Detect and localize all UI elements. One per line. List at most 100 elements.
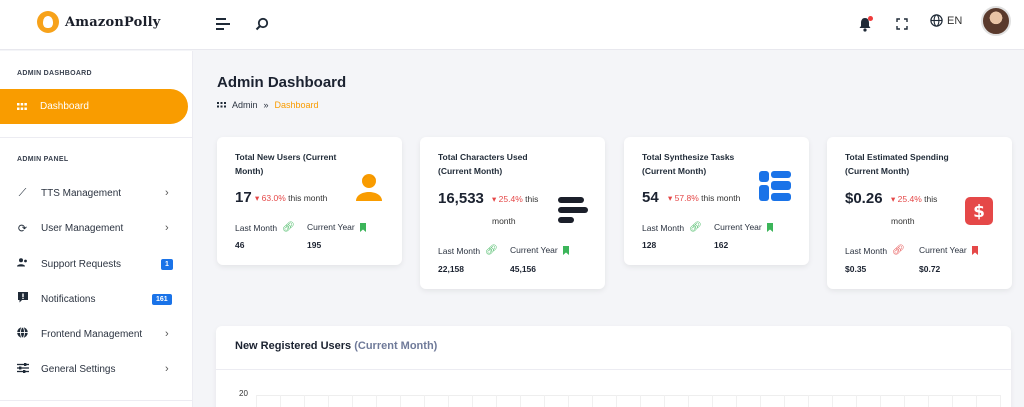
breadcrumb-admin[interactable]: Admin [232, 100, 258, 110]
fullscreen-icon[interactable] [891, 13, 913, 35]
bookmark-icon [766, 222, 773, 232]
stat-card-characters-used: Total Characters Used (Current Month) 16… [420, 137, 605, 289]
grid-icon [17, 102, 27, 110]
last-month-value: 46 [235, 240, 245, 250]
grid-icon [217, 102, 226, 108]
card-delta: ▾ 63.0% this month [255, 187, 327, 209]
bookmark-icon [359, 222, 366, 232]
current-year-value: $0.72 [919, 264, 941, 274]
link-icon: 🔗︎ [485, 245, 498, 256]
chart-gridline [712, 395, 713, 407]
chart-gridline [880, 395, 881, 407]
card-title: Total Characters Used (Current Month) [438, 152, 528, 176]
notifications-count-badge: 161 [152, 293, 172, 305]
current-year-value: 195 [307, 240, 322, 250]
delta-percent: 63.0% [261, 193, 286, 203]
menu-toggle-icon[interactable] [212, 13, 234, 35]
last-month-value: 22,158 [438, 264, 464, 274]
language-selector[interactable]: EN [930, 14, 962, 27]
chart-gridline [784, 395, 785, 407]
delta-percent: 25.4% [498, 194, 523, 204]
card-delta: ▾ 57.8% this month [668, 187, 740, 209]
link-icon: 🔗︎ [892, 245, 905, 256]
card-delta: ▾ 25.4% this month [891, 188, 963, 232]
search-icon[interactable] [251, 13, 273, 35]
current-year-value: 162 [714, 240, 729, 250]
dashboard-tiles-icon [759, 171, 791, 206]
svg-text:$: $ [973, 202, 985, 222]
brand-name: AmazonPolly [65, 14, 161, 30]
notification-bell-icon[interactable] [854, 13, 876, 35]
chart-gridline [376, 395, 377, 407]
new-registered-users-panel: New Registered Users (Current Month) 20 [216, 326, 1011, 407]
chart-gridline [616, 395, 617, 407]
sidebar-item-label: Frontend Management [41, 328, 143, 340]
sidebar-item-tts-management[interactable]: ⟋ TTS Management › [0, 178, 193, 208]
sidebar: ADMIN DASHBOARD Dashboard ADMIN PANEL ⟋ … [0, 51, 193, 407]
sidebar-divider [0, 400, 193, 401]
chevron-right-icon: › [165, 363, 169, 375]
sidebar-section-admin-dashboard: ADMIN DASHBOARD [17, 70, 92, 77]
user-avatar[interactable] [981, 6, 1011, 36]
unread-dot [868, 16, 873, 21]
sidebar-item-dashboard[interactable]: Dashboard [0, 89, 188, 124]
chart-gridline [904, 395, 905, 407]
current-year-label: Current Year [307, 222, 366, 232]
language-label: EN [947, 14, 963, 27]
chart-divider [216, 369, 1011, 370]
last-month-value: 128 [642, 240, 657, 250]
card-value: 17 [235, 189, 252, 206]
card-value: 54 [642, 189, 659, 206]
chart-title: New Registered Users (Current Month) [235, 340, 438, 352]
chart-gridline [1000, 395, 1001, 407]
support-users-icon [17, 258, 28, 270]
delta-down-icon: ▾ [891, 194, 896, 204]
sidebar-item-label: User Management [41, 222, 124, 234]
dollar-icon: $ [965, 197, 993, 230]
chart-gridline [976, 395, 977, 407]
card-delta: ▾ 25.4% this month [492, 188, 558, 232]
card-title: Total Synthesize Tasks (Current Month) [642, 152, 735, 176]
breadcrumb: Admin » Dashboard [217, 100, 319, 110]
sidebar-item-label: Support Requests [41, 258, 122, 270]
page-title: Admin Dashboard [217, 74, 347, 91]
chart-gridline [424, 395, 425, 407]
chart-gridline [496, 395, 497, 407]
delta-percent: 25.4% [897, 194, 922, 204]
chart-gridline [400, 395, 401, 407]
chart-gridline [736, 395, 737, 407]
chart-gridline [856, 395, 857, 407]
brand-logo[interactable]: AmazonPolly [37, 11, 161, 33]
sidebar-item-support-requests[interactable]: Support Requests 1 [0, 249, 193, 279]
y-axis-tick: 20 [239, 389, 248, 398]
card-title: Total Estimated Spending (Current Month) [845, 152, 949, 176]
chart-gridline [664, 395, 665, 407]
chart-gridline [256, 395, 257, 407]
chart-gridline [520, 395, 521, 407]
chart-gridline [448, 395, 449, 407]
breadcrumb-separator-icon: » [263, 100, 269, 110]
sidebar-item-label: Notifications [41, 293, 96, 305]
chart-gridline [328, 395, 329, 407]
current-year-label: Current Year [714, 222, 773, 232]
text-lines-icon [558, 195, 588, 230]
chart-gridline [832, 395, 833, 407]
chart-gridline [928, 395, 929, 407]
chevron-right-icon: › [165, 222, 169, 234]
chart-gridline [544, 395, 545, 407]
chart-gridline [352, 395, 353, 407]
sidebar-item-user-management[interactable]: ⟳ User Management › [0, 213, 193, 243]
sidebar-item-notifications[interactable]: Notifications 161 [0, 284, 193, 314]
card-value: 16,533 [438, 190, 484, 207]
parrot-logo-icon [37, 11, 59, 33]
support-count-badge: 1 [161, 258, 173, 270]
last-month-value: $0.35 [845, 264, 867, 274]
stat-card-synthesize-tasks: Total Synthesize Tasks (Current Month) 5… [624, 137, 809, 265]
sidebar-divider [0, 137, 193, 138]
delta-down-icon: ▾ [255, 193, 260, 203]
chevron-right-icon: › [165, 328, 169, 340]
globe-icon [17, 326, 28, 341]
sidebar-item-general-settings[interactable]: General Settings › [0, 354, 193, 384]
chart-gridline [808, 395, 809, 407]
sidebar-item-frontend-management[interactable]: Frontend Management › [0, 319, 193, 349]
